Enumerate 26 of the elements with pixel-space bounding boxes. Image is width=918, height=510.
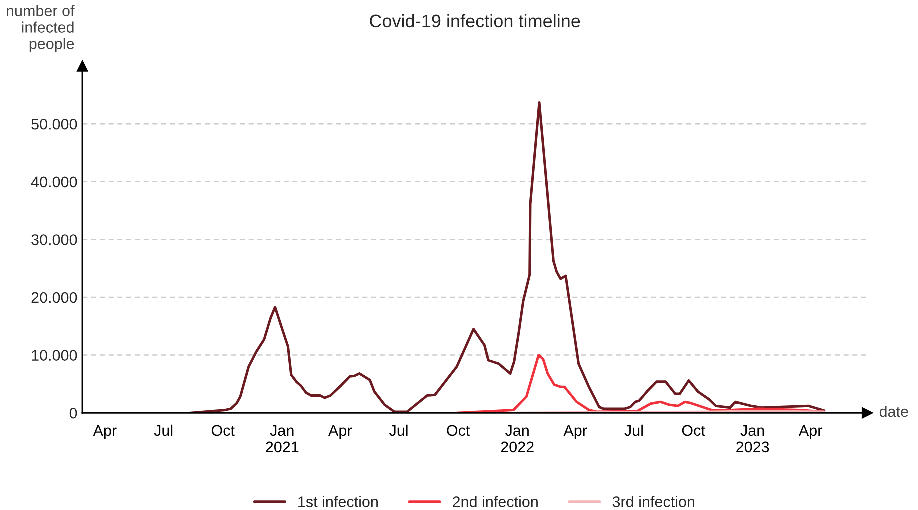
x-axis-title: date — [880, 406, 908, 418]
x-tick-label: Jul — [154, 424, 173, 436]
x-tick-label: Apr — [798, 425, 822, 440]
x-tick-label: Oct — [212, 425, 235, 436]
y-tick-label: 0 — [70, 408, 78, 419]
y-tick-label: 50.000 — [32, 118, 78, 130]
x-tick-label: Oct — [447, 425, 470, 436]
y-tick-label: 10.000 — [32, 350, 78, 361]
x-tick-label: Jul — [624, 424, 643, 436]
x-tick-label: Jan 2023 — [736, 425, 770, 453]
x-tick-label: Oct — [682, 425, 706, 436]
x-tick-label: Apr — [93, 425, 117, 440]
y-axis-title: number of infected people — [7, 5, 75, 52]
x-tick-label: Apr — [564, 425, 588, 440]
y-tick-label: 30.000 — [32, 234, 78, 246]
y-tick-label: 40.000 — [31, 176, 78, 188]
y-tick-label: 20.000 — [32, 292, 78, 304]
legend-label: 3rd infection — [612, 496, 694, 508]
line-series — [190, 101, 826, 414]
legend-label: 1st infection — [298, 496, 378, 508]
x-tick-label: Jul — [390, 424, 408, 436]
legend-label: 2nd infection — [453, 496, 538, 508]
x-tick-label: Jan 2021 — [266, 425, 299, 453]
x-tick-label: Jan 2022 — [501, 425, 534, 453]
chart-title: Covid-19 infection timeline — [370, 14, 580, 28]
x-tick-label: Apr — [328, 425, 352, 440]
